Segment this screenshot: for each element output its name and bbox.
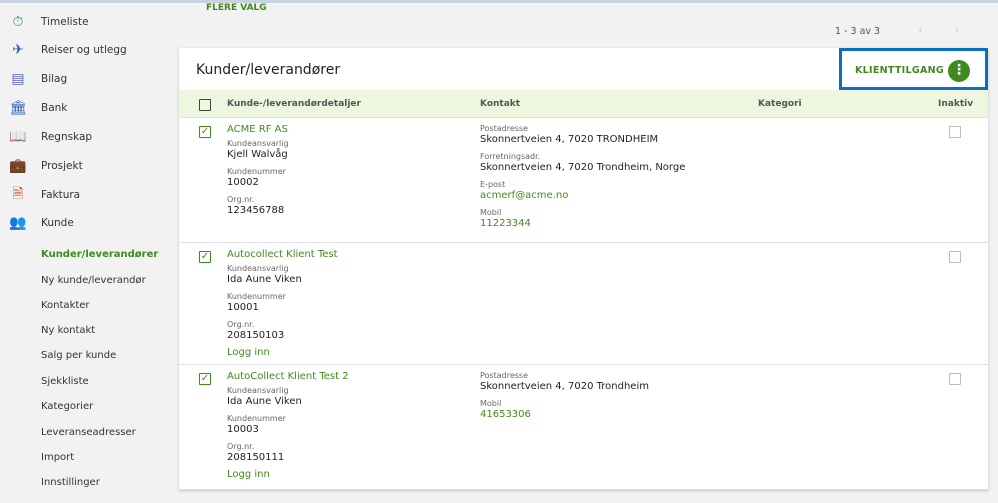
inactive-checkbox[interactable] bbox=[949, 126, 961, 138]
airplane-icon: ✈ bbox=[12, 42, 24, 58]
document-list-icon: ▤ bbox=[11, 71, 25, 87]
sidebar-item-label: Timeliste bbox=[41, 16, 89, 28]
org-number: 208150111 bbox=[227, 452, 285, 463]
page-title: Kunder/leverandører bbox=[196, 62, 341, 78]
sidebar-subitem[interactable]: Kategorier bbox=[41, 401, 94, 412]
inactive-checkbox[interactable] bbox=[949, 251, 961, 263]
post-value: Skonnertveien 4, 7020 TRONDHEIM bbox=[480, 134, 659, 145]
sidebar-item-label: Prosjekt bbox=[41, 160, 83, 172]
sidebar-subitem[interactable]: Leveranseadresser bbox=[41, 427, 136, 438]
label: Kundenummer bbox=[227, 292, 286, 301]
bank-icon: 🏛 bbox=[9, 100, 27, 116]
login-link[interactable]: Logg inn bbox=[227, 469, 270, 480]
responsible-value: Kjell Walvåg bbox=[227, 149, 288, 160]
column-contact: Kontakt bbox=[480, 99, 521, 109]
table-row: ✓ AutoCollect Klient Test 2 Kundeansvarl… bbox=[179, 365, 988, 490]
customer-name-link[interactable]: ACME RF AS bbox=[227, 124, 288, 135]
customer-name-link[interactable]: Autocollect Klient Test bbox=[227, 249, 338, 260]
label: Mobil bbox=[480, 399, 502, 408]
client-access-highlight: KLIENTTILGANG ⋮ bbox=[839, 48, 988, 90]
column-category: Kategori bbox=[758, 99, 802, 109]
book-icon: 📖 bbox=[9, 129, 27, 145]
label: Kundenummer bbox=[227, 414, 286, 423]
sidebar-item-label: Bank bbox=[41, 102, 68, 114]
label: Postadresse bbox=[480, 124, 529, 133]
label: Mobil bbox=[480, 208, 502, 217]
label: Postadresse bbox=[480, 371, 529, 380]
responsible-value: Ida Aune Viken bbox=[227, 396, 302, 407]
label: Org.nr. bbox=[227, 320, 255, 329]
sidebar-item-bank[interactable]: 🏛 Bank bbox=[0, 95, 175, 121]
table-row: ✓ Autocollect Klient Test Kundeansvarlig… bbox=[179, 243, 988, 365]
sidebar-item-timeliste[interactable]: ⏱ Timeliste bbox=[0, 9, 175, 35]
sidebar-item-label: Faktura bbox=[41, 189, 81, 201]
label: Kundenummer bbox=[227, 167, 286, 176]
sidebar-subitem[interactable]: Sjekkliste bbox=[41, 376, 89, 387]
sidebar-subitem[interactable]: Salg per kunde bbox=[41, 350, 117, 361]
customer-number: 10001 bbox=[227, 302, 259, 313]
sidebar-item-bilag[interactable]: ▤ Bilag bbox=[0, 66, 175, 92]
client-access-button[interactable]: KLIENTTILGANG bbox=[855, 65, 944, 76]
table-header: Kunde-/leverandørdetaljer Kontakt Katego… bbox=[179, 90, 988, 118]
column-inactive: Inaktiv bbox=[938, 99, 974, 109]
sidebar-subitem[interactable]: Kontakter bbox=[41, 300, 90, 311]
business-value: Skonnertveien 4, 7020 Trondheim, Norge bbox=[480, 162, 686, 173]
sidebar-item-label: Reiser og utlegg bbox=[41, 44, 127, 56]
customer-name-link[interactable]: AutoCollect Klient Test 2 bbox=[227, 371, 349, 382]
sidebar-item-label: Regnskap bbox=[41, 131, 93, 143]
sidebar-subitem[interactable]: Ny kontakt bbox=[41, 325, 96, 336]
sidebar-item-reiser-og-utlegg[interactable]: ✈ Reiser og utlegg bbox=[0, 37, 175, 63]
row-checkbox[interactable]: ✓ bbox=[199, 251, 211, 263]
invoice-icon: 🗎 bbox=[12, 186, 24, 202]
select-all-checkbox[interactable] bbox=[199, 99, 211, 111]
customer-number: 10003 bbox=[227, 424, 259, 435]
label: Org.nr. bbox=[227, 442, 255, 451]
login-link[interactable]: Logg inn bbox=[227, 347, 270, 358]
mobile-value[interactable]: 41653306 bbox=[480, 409, 531, 420]
stopwatch-icon: ⏱ bbox=[12, 14, 24, 30]
label: Kundeansvarlig bbox=[227, 264, 289, 273]
more-vert-icon[interactable]: ⋮ bbox=[948, 60, 970, 82]
sidebar-item-label: Bilag bbox=[41, 73, 68, 85]
label: Kundeansvarlig bbox=[227, 386, 289, 395]
briefcase-icon: 💼 bbox=[9, 158, 27, 174]
prev-page-icon[interactable]: ‹ bbox=[918, 23, 924, 38]
label: Org.nr. bbox=[227, 195, 255, 204]
org-number: 123456788 bbox=[227, 205, 285, 216]
row-checkbox[interactable]: ✓ bbox=[199, 126, 211, 138]
post-value: Skonnertveien 4, 7020 Trondheim bbox=[480, 381, 649, 392]
sidebar-item-regnskap[interactable]: 📖 Regnskap bbox=[0, 124, 175, 150]
label: Kundeansvarlig bbox=[227, 139, 289, 148]
mobile-value[interactable]: 11223344 bbox=[480, 218, 531, 229]
pagination-label: 1 - 3 av 3 bbox=[835, 26, 881, 37]
more-options-button[interactable]: FLERE VALG bbox=[206, 3, 267, 13]
sidebar-subitem[interactable]: Kunder/leverandører bbox=[41, 249, 159, 260]
next-page-icon[interactable]: › bbox=[954, 23, 960, 38]
row-checkbox[interactable]: ✓ bbox=[199, 373, 211, 385]
label: E-post bbox=[480, 180, 506, 189]
sidebar-item-faktura[interactable]: 🗎 Faktura bbox=[0, 182, 175, 208]
label: Forretningsadr. bbox=[480, 152, 541, 161]
sidebar-subitem[interactable]: Innstillinger bbox=[41, 477, 100, 488]
sidebar-subitem[interactable]: Ny kunde/leverandør bbox=[41, 275, 146, 286]
column-details: Kunde-/leverandørdetaljer bbox=[227, 99, 361, 109]
sidebar-subitem[interactable]: Import bbox=[41, 452, 75, 463]
sidebar-item-kunde[interactable]: 👥 Kunde bbox=[0, 210, 175, 236]
customers-card: Kunder/leverandører KLIENTTILGANG ⋮ Kund… bbox=[179, 48, 988, 490]
table-row: ✓ ACME RF AS Kundeansvarlig Kjell Walvåg… bbox=[179, 118, 988, 243]
customer-number: 10002 bbox=[227, 177, 259, 188]
org-number: 208150103 bbox=[227, 330, 285, 341]
inactive-checkbox[interactable] bbox=[949, 373, 961, 385]
responsible-value: Ida Aune Viken bbox=[227, 274, 302, 285]
email-value[interactable]: acmerf@acme.no bbox=[480, 190, 569, 201]
people-icon: 👥 bbox=[9, 215, 27, 231]
sidebar-item-prosjekt[interactable]: 💼 Prosjekt bbox=[0, 153, 175, 179]
sidebar-item-label: Kunde bbox=[41, 217, 74, 229]
